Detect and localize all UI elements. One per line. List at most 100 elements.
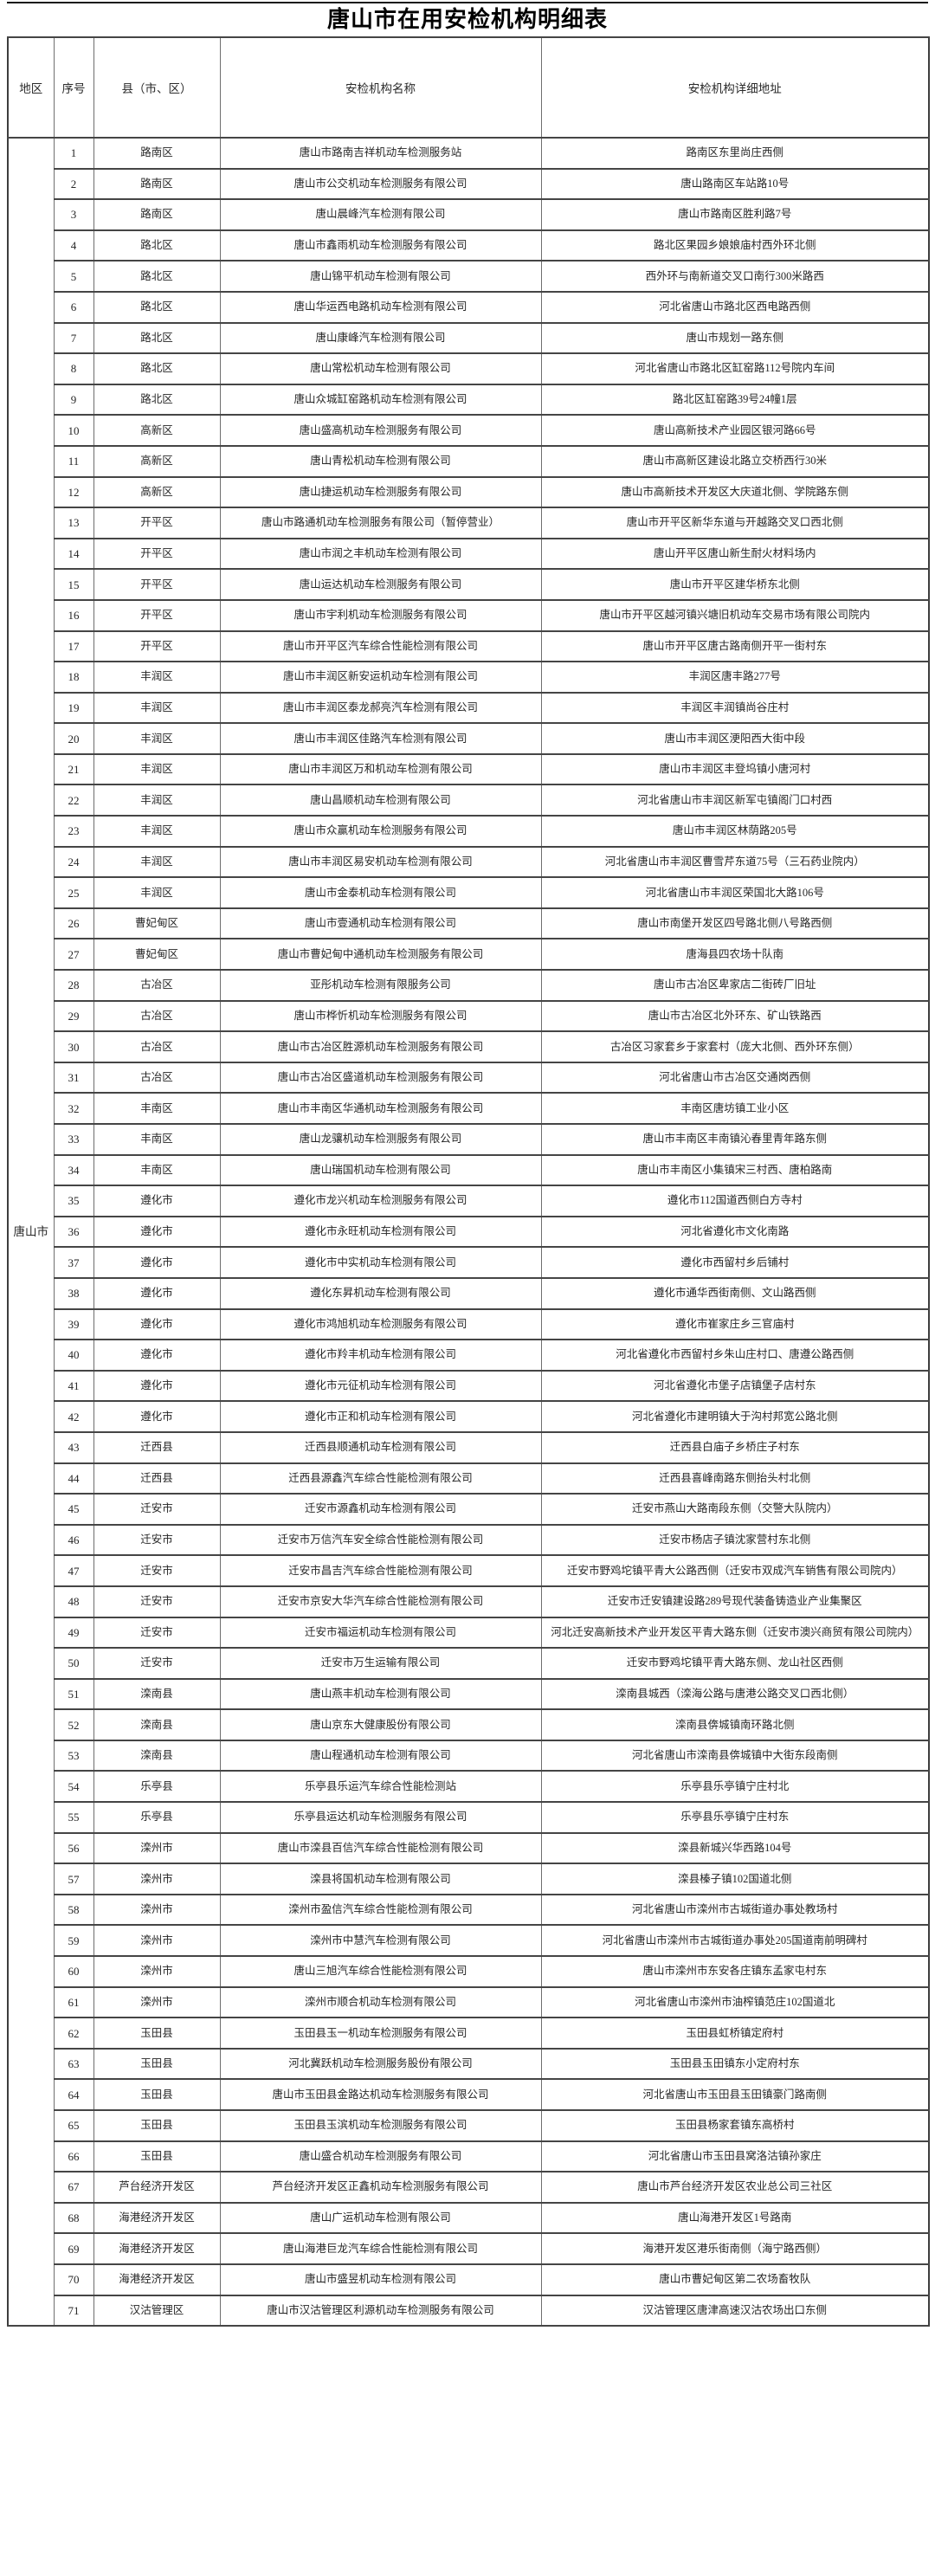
institution-name-cell: 唐山龙骧机动车检测服务有限公司 — [219, 1123, 542, 1156]
institution-address-cell: 河北省唐山市古冶区交通岗西侧 — [540, 1061, 930, 1094]
county-cell: 遵化市 — [93, 1339, 221, 1372]
table-row: 43 迁西县 迁西县顺通机动车检测有限公司 迁西县白庙子乡桥庄子村东 — [8, 1430, 930, 1464]
institution-name-cell: 唐山市曹妃甸中通机动车检测服务有限公司 — [219, 938, 542, 972]
county-cell: 高新区 — [93, 475, 221, 509]
table-row: 52 滦南县 唐山京东大健康股份有限公司 滦南县倴城镇南环路北侧 — [8, 1708, 930, 1741]
row-index: 61 — [53, 1985, 94, 2019]
table-row: 28 古冶区 亚彤机动车检测有限服务公司 唐山市古冶区卑家店二街砖厂旧址 — [8, 969, 930, 1002]
county-cell: 曹妃甸区 — [93, 907, 221, 940]
institution-name-cell: 唐山市开平区汽车综合性能检测有限公司 — [219, 629, 542, 663]
county-cell: 古冶区 — [93, 1061, 221, 1094]
row-index: 31 — [53, 1061, 94, 1094]
institution-address-cell: 遵化市崔家庄乡三官庙村 — [540, 1307, 930, 1341]
county-cell: 滦州市 — [93, 1893, 221, 1927]
county-cell: 遵化市 — [93, 1215, 221, 1249]
table-row: 14 开平区 唐山市润之丰机动车检测有限公司 唐山开平区唐山新生耐火材料场内 — [8, 537, 930, 571]
institution-address-cell: 滦县新城兴华西路104号 — [540, 1831, 930, 1865]
institution-address-cell: 古冶区习家套乡于家套村（庞大北侧、西外环东侧） — [540, 1030, 930, 1063]
table-row: 70 海港经济开发区 唐山市盛昱机动车检测有限公司 唐山市曹妃甸区第二农场畜牧队 — [8, 2263, 930, 2296]
institution-name-cell: 迁安市万信汽车安全综合性能检测有限公司 — [219, 1523, 542, 1557]
institution-name-cell: 迁西县顺通机动车检测有限公司 — [219, 1430, 542, 1464]
table-row: 50 迁安市 迁安市万生运输有限公司 迁安市野鸡坨镇平青大路东侧、龙山社区西侧 — [8, 1647, 930, 1680]
institution-name-cell: 唐山市路通机动车检测服务有限公司（暂停营业） — [219, 507, 542, 539]
institution-name-cell: 唐山程通机动车检测有限公司 — [219, 1739, 542, 1772]
row-index: 70 — [53, 2263, 94, 2296]
institution-address-cell: 汉沽管理区唐津高速汉沽农场出口东侧 — [540, 2294, 930, 2327]
county-cell: 滦州市 — [93, 1831, 221, 1865]
institution-address-cell: 唐山市丰润区丰登坞镇小唐河村 — [540, 752, 930, 786]
institution-address-cell: 玉田县杨家套镇东高桥村 — [540, 2109, 930, 2142]
institution-address-cell: 乐亭县乐亭镇宁庄村东 — [540, 1801, 930, 1834]
county-cell: 遵化市 — [93, 1246, 221, 1279]
institution-address-cell: 唐山市南堡开发区四号路北侧八号路西侧 — [540, 907, 930, 940]
row-index: 24 — [53, 845, 94, 879]
institution-name-cell: 滦州市中慧汽车检测有限公司 — [219, 1924, 542, 1958]
row-index: 63 — [53, 2047, 94, 2081]
county-cell: 开平区 — [93, 629, 221, 663]
institution-address-cell: 丰润区丰润镇尚谷庄村 — [540, 691, 930, 725]
page-title: 唐山市在用安检机构明细表 — [7, 2, 928, 36]
institution-address-cell: 唐山市丰润区浭阳西大街中段 — [540, 722, 930, 755]
table-row: 48 迁安市 迁安市京安大华汽车综合性能检测有限公司 迁安市迁安镇建设路289号现代装… — [8, 1585, 930, 1618]
row-index: 49 — [53, 1616, 94, 1650]
county-cell: 迁西县 — [93, 1462, 221, 1495]
institution-name-cell: 唐山捷运机动车检测服务有限公司 — [219, 475, 542, 509]
institution-name-cell: 唐山市公交机动车检测服务有限公司 — [219, 167, 542, 201]
county-cell: 汉沽管理区 — [93, 2294, 221, 2327]
county-cell: 滦州市 — [93, 1863, 221, 1895]
institution-address-cell: 唐山市滦州市东安各庄镇东孟家屯村东 — [540, 1955, 930, 1988]
table-row: 15 开平区 唐山运达机动车检测服务有限公司 唐山市开平区建华桥东北侧 — [8, 568, 930, 601]
row-index: 3 — [53, 198, 94, 231]
institution-address-cell: 遵化市通华西街南侧、文山路西侧 — [540, 1276, 930, 1310]
row-index: 8 — [53, 352, 94, 385]
county-cell: 遵化市 — [93, 1307, 221, 1341]
county-cell: 迁西县 — [93, 1430, 221, 1464]
institution-name-cell: 唐山市桦忻机动车检测服务有限公司 — [219, 999, 542, 1033]
institution-name-cell: 迁安市昌吉汽车综合性能检测有限公司 — [219, 1554, 542, 1587]
row-index: 28 — [53, 969, 94, 1002]
table-row: 44 迁西县 迁西县源鑫汽车综合性能检测有限公司 迁西县喜峰南路东侧抬头村北侧 — [8, 1462, 930, 1495]
row-index: 44 — [53, 1462, 94, 1495]
county-cell: 迁安市 — [93, 1493, 221, 1526]
county-cell: 开平区 — [93, 537, 221, 571]
county-cell: 迁安市 — [93, 1554, 221, 1587]
county-cell: 丰南区 — [93, 1153, 221, 1187]
institution-name-cell: 遵化市元征机动车检测有限公司 — [219, 1369, 542, 1403]
row-index: 47 — [53, 1554, 94, 1587]
institution-address-cell: 海港开发区港乐街南侧（海宁路西侧） — [540, 2232, 930, 2265]
table-row: 唐山市 1 路南区 唐山市路南吉祥机动车检测服务站 路南区东里尚庄西侧 — [7, 136, 930, 2327]
table-row: 65 玉田县 玉田县玉滨机动车检测服务有限公司 玉田县杨家套镇东高桥村 — [8, 2109, 930, 2142]
institution-name-cell: 唐山盛高机动车检测服务有限公司 — [219, 414, 542, 447]
row-index: 53 — [53, 1739, 94, 1772]
institution-name-cell: 唐山市润之丰机动车检测有限公司 — [219, 537, 542, 571]
row-index: 2 — [53, 167, 94, 201]
county-cell: 高新区 — [93, 414, 221, 447]
table-row: 12 高新区 唐山捷运机动车检测服务有限公司 唐山市高新技术开发区大庆道北侧、学院路东… — [8, 475, 930, 509]
table-row: 51 滦南县 唐山燕丰机动车检测有限公司 滦南县城西（滦海公路与唐港公路交叉口西北侧） — [8, 1677, 930, 1711]
institution-name-cell: 唐山昌顺机动车检测有限公司 — [219, 784, 542, 817]
county-cell: 海港经济开发区 — [93, 2201, 221, 2235]
institution-name-cell: 唐山康峰汽车检测有限公司 — [219, 321, 542, 355]
county-cell: 遵化市 — [93, 1185, 221, 1217]
institution-name-cell: 唐山市汉沽管理区利源机动车检测服务有限公司 — [219, 2294, 542, 2327]
institution-address-cell: 遵化市西留村乡后铺村 — [540, 1246, 930, 1279]
table-row: 33 丰南区 唐山龙骧机动车检测服务有限公司 唐山市丰南区丰南镇沁春里青年路东侧 — [8, 1123, 930, 1156]
institution-name-cell: 唐山青松机动车检测有限公司 — [219, 444, 542, 478]
institution-name-cell: 遵化东昇机动车检测有限公司 — [219, 1276, 542, 1310]
table-row: 23 丰润区 唐山市众赢机动车检测服务有限公司 唐山市丰润区林荫路205号 — [8, 815, 930, 848]
institution-address-cell: 唐山市开平区建华桥东北侧 — [540, 568, 930, 601]
institution-name-cell: 滦县将国机动车检测有限公司 — [219, 1863, 542, 1895]
table-row: 9 路北区 唐山众城缸窑路机动车检测有限公司 路北区缸窑路39号24幢1层 — [8, 383, 930, 416]
row-index: 33 — [53, 1123, 94, 1156]
institution-address-cell: 玉田县虹桥镇定府村 — [540, 2017, 930, 2050]
table-row: 13 开平区 唐山市路通机动车检测服务有限公司（暂停营业） 唐山市开平区新华东道与开越… — [8, 507, 930, 539]
col-header-address: 安检机构详细地址 — [540, 36, 930, 139]
table-row: 57 滦州市 滦县将国机动车检测有限公司 滦县榛子镇102国道北侧 — [8, 1863, 930, 1895]
row-index: 1 — [53, 137, 94, 170]
row-index: 27 — [53, 938, 94, 972]
institution-name-cell: 唐山市盛昱机动车检测有限公司 — [219, 2263, 542, 2296]
institution-name-cell: 滦州市顺合机动车检测有限公司 — [219, 1985, 542, 2019]
row-index: 17 — [53, 629, 94, 663]
county-cell: 遵化市 — [93, 1369, 221, 1403]
county-cell: 丰润区 — [93, 815, 221, 848]
